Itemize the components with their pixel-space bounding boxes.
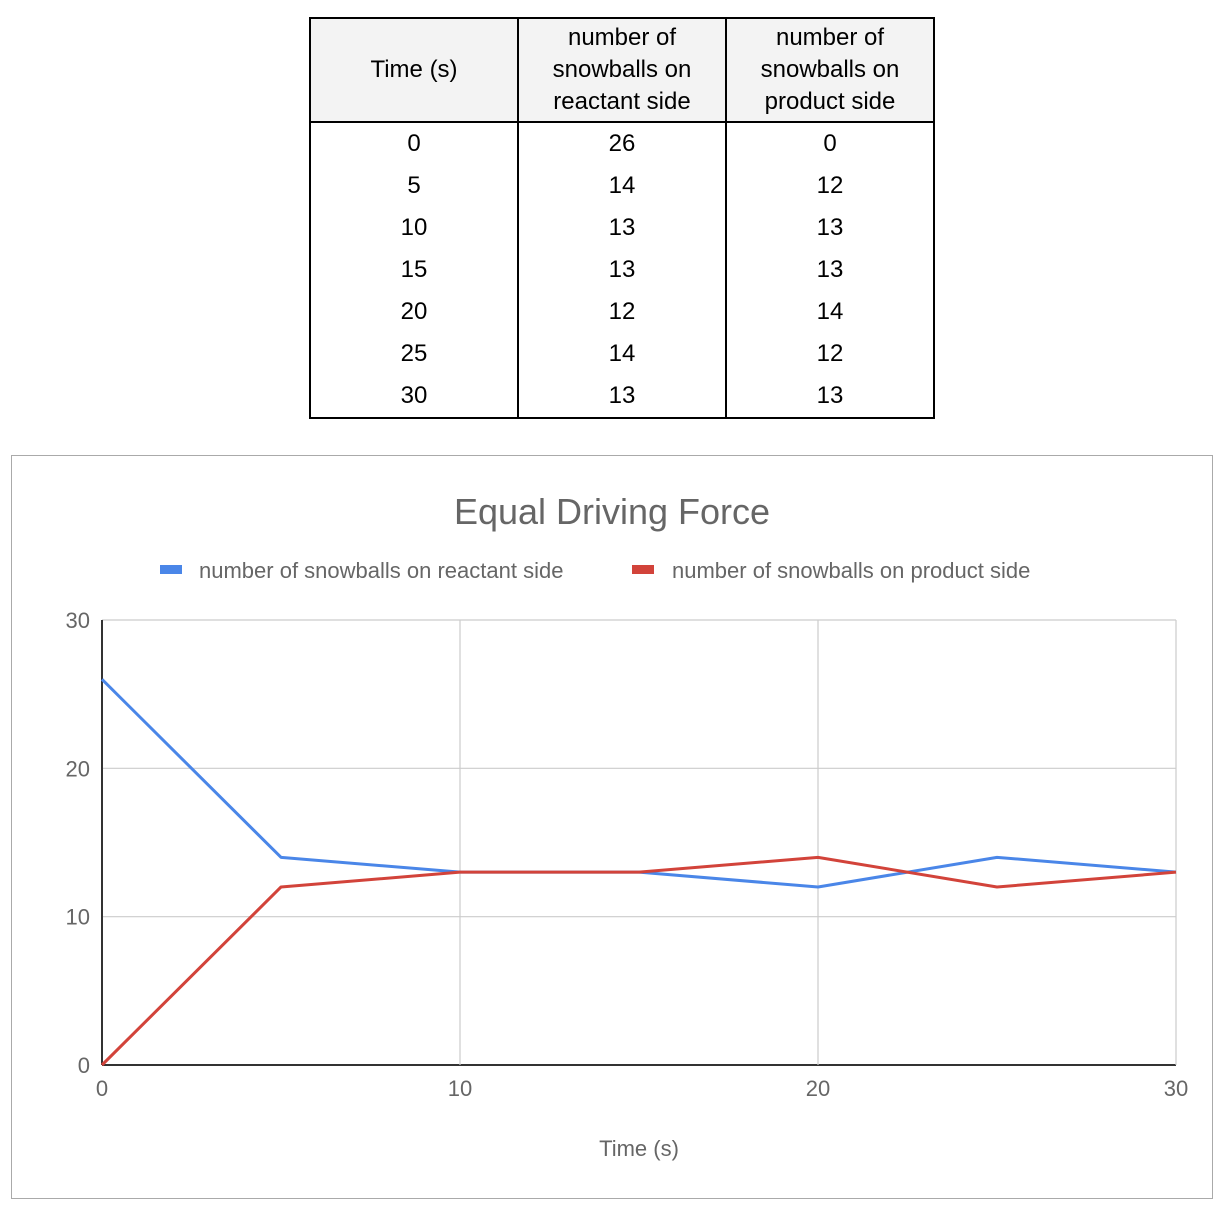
- table-cell: 13: [517, 207, 727, 249]
- table-cell: 14: [517, 165, 727, 207]
- column-header: number of snowballs on product side: [725, 17, 935, 123]
- table-cell: 30: [309, 375, 519, 419]
- series-line-reactant: [100, 678, 1177, 889]
- y-tick-label: 10: [66, 905, 90, 930]
- table-cell: 0: [725, 121, 935, 165]
- chart-container: Equal Driving Force number of snowballs o…: [11, 455, 1213, 1199]
- table-cell: 25: [309, 333, 519, 375]
- column-header: Time (s): [309, 17, 519, 123]
- table-cell: 13: [725, 207, 935, 249]
- x-tick-label: 20: [806, 1076, 830, 1101]
- y-tick-label: 30: [66, 608, 90, 633]
- y-tick-label: 0: [78, 1053, 90, 1078]
- table-cell: 13: [517, 249, 727, 291]
- table-cell: 0: [309, 121, 519, 165]
- table-cell: 12: [725, 333, 935, 375]
- column-header: number of snowballs on reactant side: [517, 17, 727, 123]
- table-row: 0 26 0: [309, 121, 935, 165]
- table-cell: 12: [725, 165, 935, 207]
- table-cell: 12: [517, 291, 727, 333]
- table-header-row: Time (s) number of snowballs on reactant …: [309, 17, 935, 123]
- table-cell: 10: [309, 207, 519, 249]
- table-cell: 20: [309, 291, 519, 333]
- table-row: 25 14 12: [309, 333, 935, 375]
- table-cell: 5: [309, 165, 519, 207]
- table-cell: 13: [725, 249, 935, 291]
- table-cell: 15: [309, 249, 519, 291]
- table-row: 5 14 12: [309, 165, 935, 207]
- x-tick-label: 30: [1164, 1076, 1188, 1101]
- y-tick-label: 20: [66, 756, 90, 781]
- line-chart: Equal Driving Force number of snowballs o…: [66, 491, 1189, 1161]
- legend-swatch-product: [632, 565, 654, 574]
- x-tick-label: 10: [448, 1076, 472, 1101]
- data-table: Time (s) number of snowballs on reactant …: [309, 17, 935, 419]
- table-row: 15 13 13: [309, 249, 935, 291]
- table-cell: 13: [517, 375, 727, 419]
- legend-label-reactant: number of snowballs on reactant side: [199, 558, 563, 583]
- legend-label-product: number of snowballs on product side: [672, 558, 1030, 583]
- table-cell: 14: [517, 333, 727, 375]
- table-row: 30 13 13: [309, 375, 935, 419]
- table-cell: 14: [725, 291, 935, 333]
- table-row: 20 12 14: [309, 291, 935, 333]
- chart-title: Equal Driving Force: [454, 491, 770, 532]
- table-row: 10 13 13: [309, 207, 935, 249]
- series-line-product: [100, 855, 1177, 1067]
- table-cell: 13: [725, 375, 935, 419]
- legend-swatch-reactant: [160, 565, 182, 574]
- x-tick-label: 0: [96, 1076, 108, 1101]
- x-axis-title: Time (s): [599, 1136, 679, 1161]
- table-cell: 26: [517, 121, 727, 165]
